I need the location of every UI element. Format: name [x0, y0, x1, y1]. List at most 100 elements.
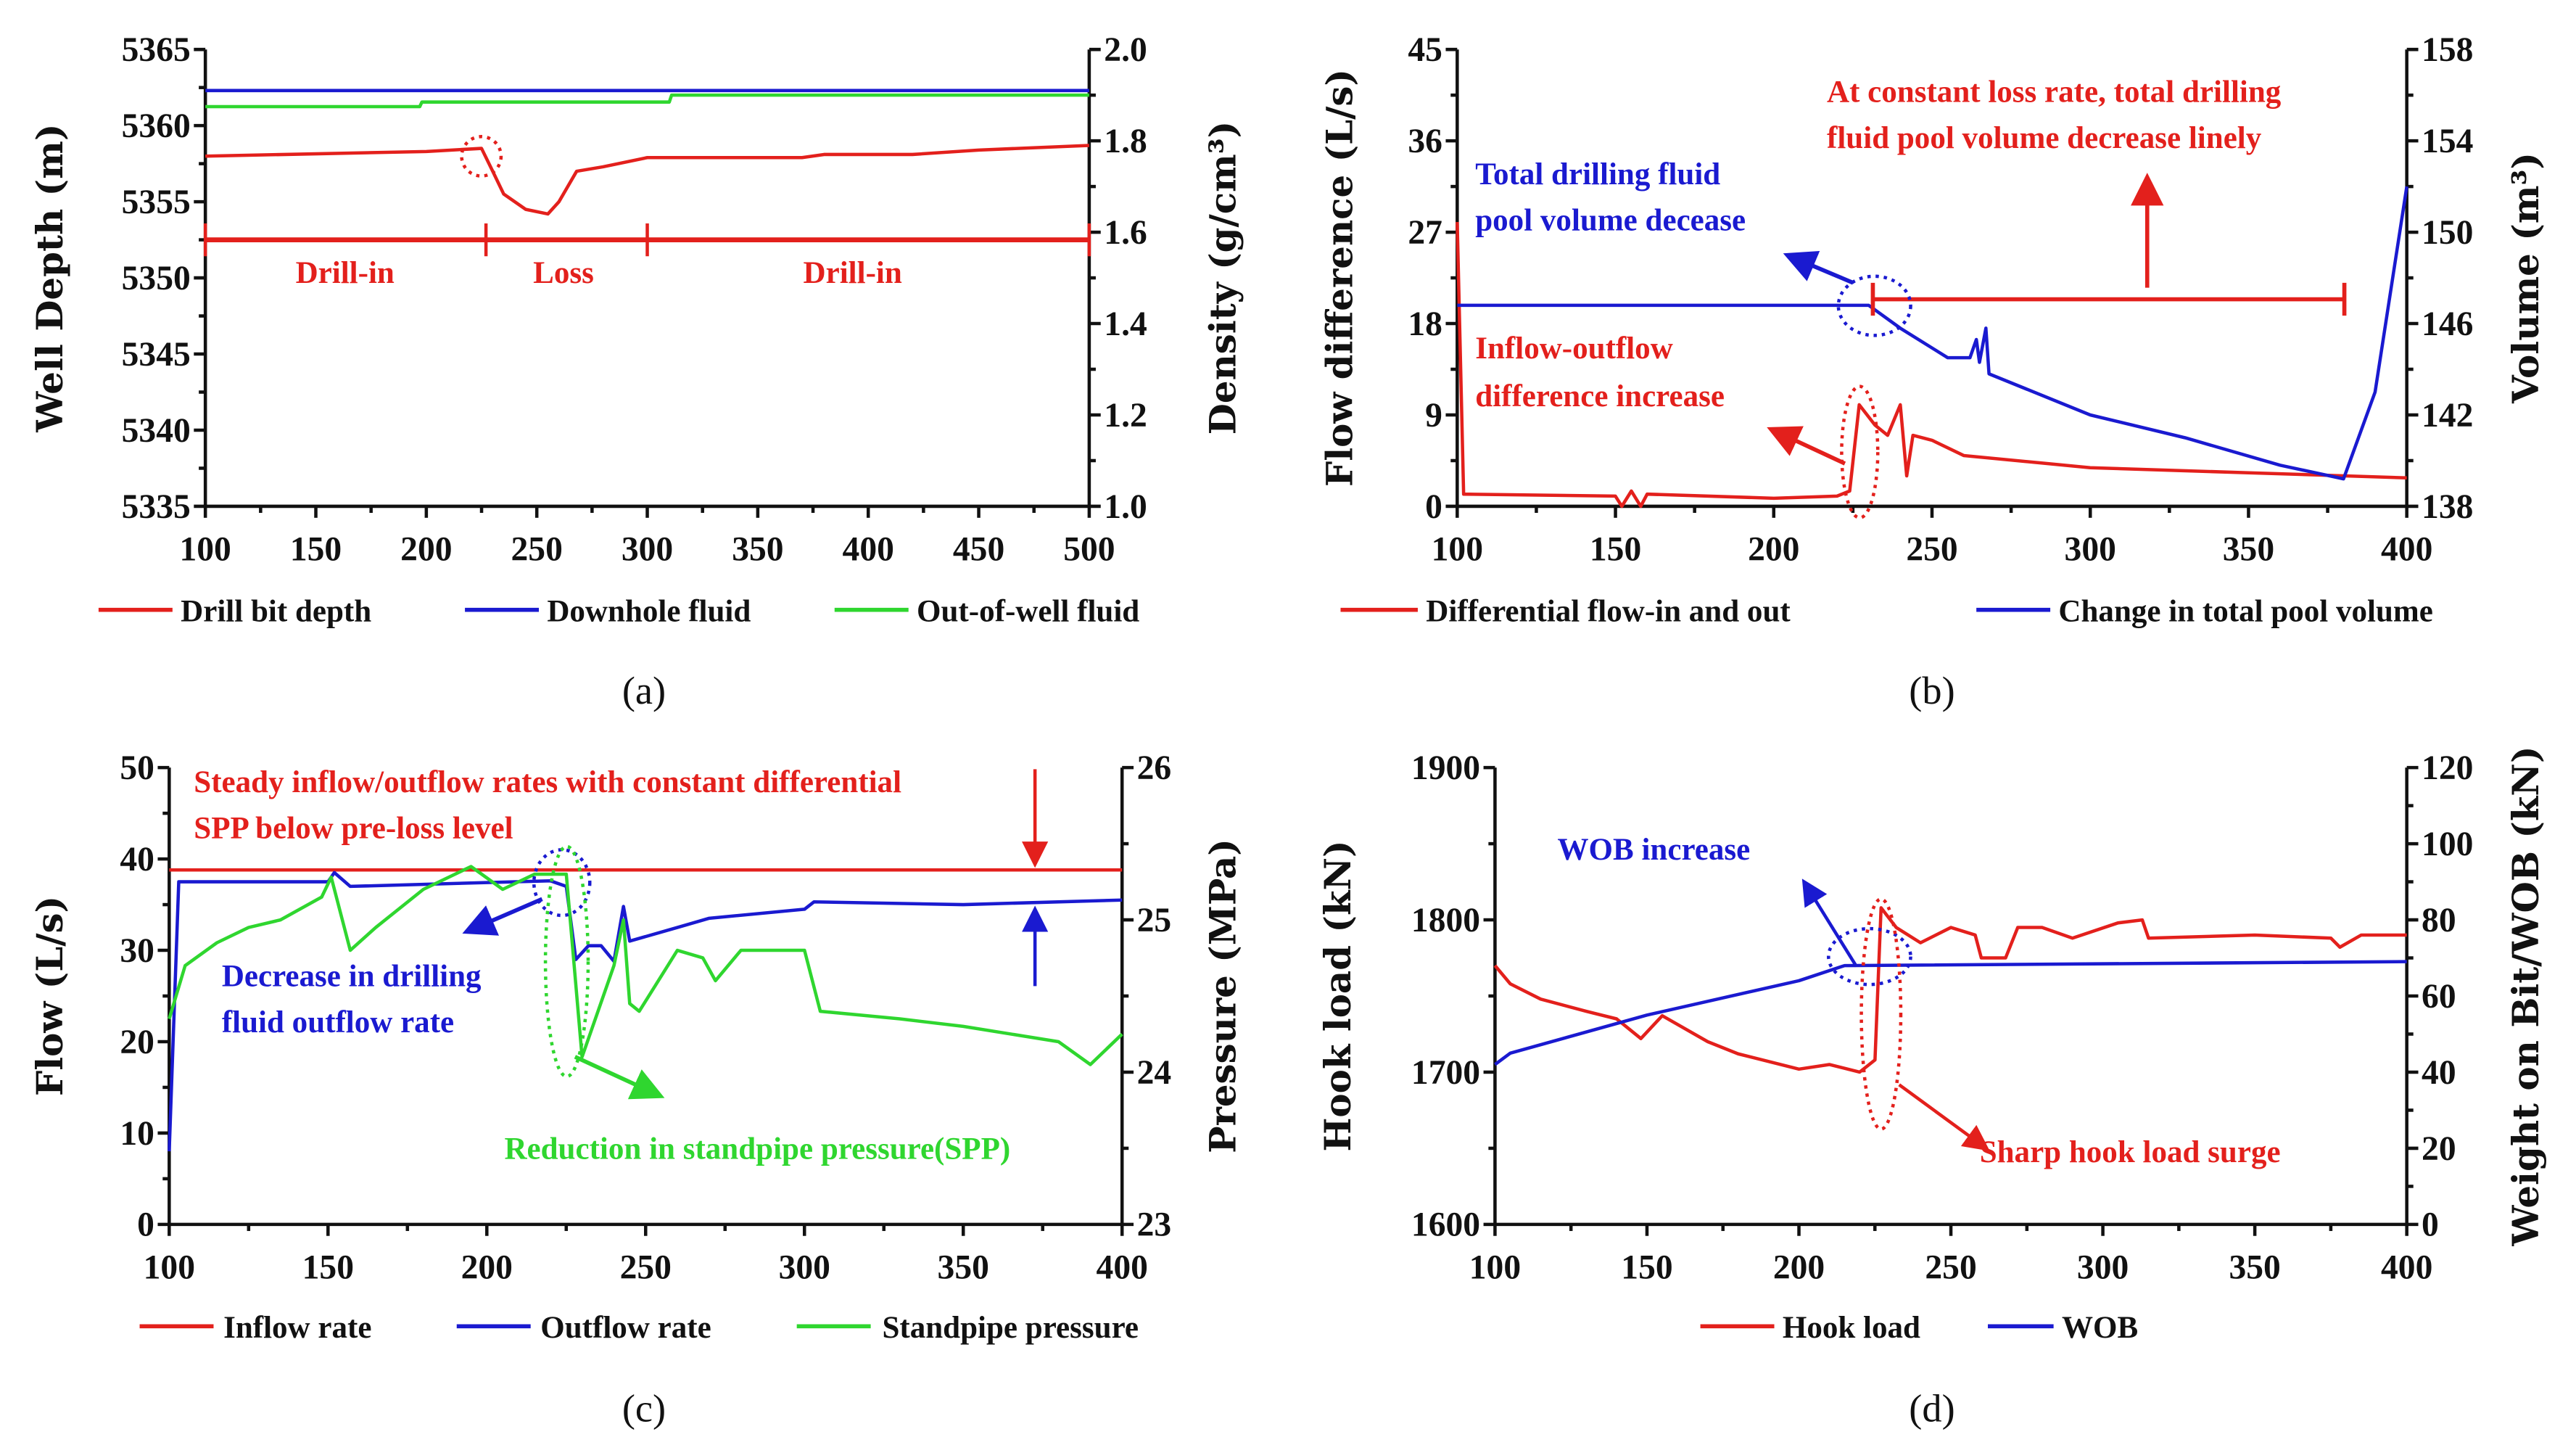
x-tick-label: 250 [620, 1249, 672, 1287]
y2-tick-label: 80 [2422, 902, 2456, 939]
arrow [1898, 1083, 1990, 1151]
y2-tick-label: 100 [2422, 826, 2473, 863]
x-tick-label: 300 [622, 531, 673, 569]
x-tick-label: 100 [144, 1249, 195, 1287]
annotation: Sharp hook load surge [1980, 1135, 2281, 1169]
y2-axis-title: Weight on Bit/WOB (kN) [2504, 746, 2547, 1246]
y-axis-title: Hook load (kN) [1316, 840, 1359, 1151]
series-line-differential-flow-in-and-out [1456, 221, 2407, 509]
x-tick-label: 150 [1621, 1249, 1672, 1287]
x-tick-label: 350 [938, 1249, 989, 1287]
legend-label: Drill bit depth [181, 595, 371, 629]
series-line-outflow-rate [168, 870, 1123, 1152]
y2-tick-label: 40 [2422, 1054, 2456, 1092]
y-tick-label: 1700 [1411, 1054, 1480, 1092]
x-tick-label: 350 [2223, 531, 2274, 569]
y2-tick-label: 23 [1137, 1206, 1172, 1244]
y-tick-label: 5340 [122, 412, 191, 450]
y-tick-label: 5345 [122, 336, 191, 374]
x-tick-label: 450 [953, 531, 1004, 569]
annotation: Total drilling fluid pool volume decease [1475, 157, 1746, 237]
series-line-wob [1494, 960, 2407, 1066]
y-tick-label: 9 [1425, 397, 1442, 435]
legend: Hook load WOB [1700, 1311, 2138, 1345]
y-tick-label: 20 [120, 1024, 154, 1061]
y-tick-label: 1900 [1411, 749, 1480, 787]
x-tick-label: 250 [1925, 1249, 1976, 1287]
series-line-drill-bit-depth [205, 144, 1089, 216]
arrow [1767, 426, 1846, 466]
arrow [1783, 250, 1854, 285]
x-tick-label: 150 [1590, 531, 1641, 569]
legend: Inflow rate Outflow rate Standpipe press… [139, 1311, 1139, 1345]
x-tick-label: 350 [732, 531, 783, 569]
x-tick-label: 150 [290, 531, 342, 569]
y2-tick-label: 154 [2422, 123, 2473, 160]
x-tick-label: 400 [843, 531, 894, 569]
y2-axis-title: Pressure (MPa) [1202, 839, 1244, 1153]
x-tick-label: 100 [1469, 1249, 1521, 1287]
y2-tick-label: 2.0 [1104, 31, 1147, 69]
x-tick-label: 200 [1773, 1249, 1825, 1287]
series-line-out-of-well-fluid [205, 93, 1089, 109]
constant-loss-range-marker [1870, 282, 2347, 316]
y-tick-label: 1600 [1411, 1206, 1480, 1244]
y-tick-label: 30 [120, 932, 154, 970]
highlight-ellipse [532, 848, 592, 918]
y2-tick-label: 138 [2422, 488, 2473, 526]
y-axis-title: Well Depth (m) [28, 124, 71, 433]
legend: Differential flow-in and out Change in t… [1340, 595, 2433, 629]
x-tick-label: 300 [779, 1249, 830, 1287]
y2-tick-label: 142 [2422, 397, 2473, 435]
legend-label: Out-of-well fluid [917, 595, 1139, 629]
y2-tick-label: 24 [1137, 1054, 1172, 1092]
x-tick-label: 300 [2065, 531, 2116, 569]
arrow [462, 897, 543, 936]
legend-label: Change in total pool volume [2058, 595, 2432, 629]
x-tick-label: 100 [1432, 531, 1483, 569]
y2-tick-label: 120 [2422, 749, 2473, 787]
x-tick-label: 300 [2077, 1249, 2129, 1287]
legend-label: WOB [2062, 1311, 2138, 1345]
y-tick-label: 5355 [122, 184, 191, 221]
y2-tick-label: 20 [2422, 1130, 2456, 1168]
x-tick-label: 100 [179, 531, 231, 569]
legend-label: Differential flow-in and out [1426, 595, 1791, 629]
y2-tick-label: 26 [1137, 749, 1172, 787]
y2-tick-label: 150 [2422, 214, 2473, 252]
y2-tick-label: 1.8 [1104, 123, 1147, 160]
x-tick-label: 200 [461, 1249, 513, 1287]
y-tick-label: 5365 [122, 31, 191, 69]
highlight-ellipse [1827, 926, 1912, 987]
panel-caption: (a) [622, 669, 666, 712]
panel-b: 100 150 200 250 300 350 400 0 9 18 27 36 45 138 142 146… [1318, 31, 2547, 712]
x-tick-label: 400 [1097, 1249, 1148, 1287]
x-tick-label: 200 [1748, 531, 1799, 569]
legend-label: Standpipe pressure [882, 1311, 1139, 1345]
y-axis-title: Flow difference (L/s) [1318, 69, 1361, 487]
y-tick-label: 40 [120, 841, 154, 878]
loss-onset-marker [460, 134, 503, 178]
y2-tick-label: 1.6 [1104, 214, 1147, 252]
y-tick-label: 27 [1408, 214, 1442, 252]
y-tick-label: 0 [137, 1206, 154, 1244]
phase-label: Drill-in [296, 256, 395, 290]
phase-label: Loss [533, 256, 594, 290]
panel-c: 100 150 200 250 300 350 400 0 10 20 30 40 50 23 24 25 26… [28, 749, 1244, 1431]
legend-label: Downhole fluid [547, 595, 751, 629]
x-tick-label: 500 [1063, 531, 1115, 569]
highlight-ellipse [1836, 274, 1912, 337]
y-tick-label: 1800 [1411, 902, 1480, 939]
y2-tick-label: 158 [2422, 31, 2473, 69]
x-tick-label: 400 [2381, 531, 2432, 569]
series-line-change-in-total-pool-volume [1457, 186, 2408, 481]
y-tick-label: 0 [1425, 488, 1442, 526]
annotation: Decrease in drilling fluid outflow rate [222, 959, 482, 1039]
legend: Drill bit depth Downhole fluid Out-of-we… [98, 595, 1139, 629]
panel-a: 100 150 200 250 300 350 400 450 500 5335 5340 5345 5… [28, 31, 1244, 712]
y-tick-label: 10 [120, 1115, 154, 1153]
y-axis-title: Flow (L/s) [28, 896, 71, 1096]
y2-axis-title: Volume (m³) [2504, 152, 2547, 404]
legend-label: Inflow rate [223, 1311, 371, 1345]
